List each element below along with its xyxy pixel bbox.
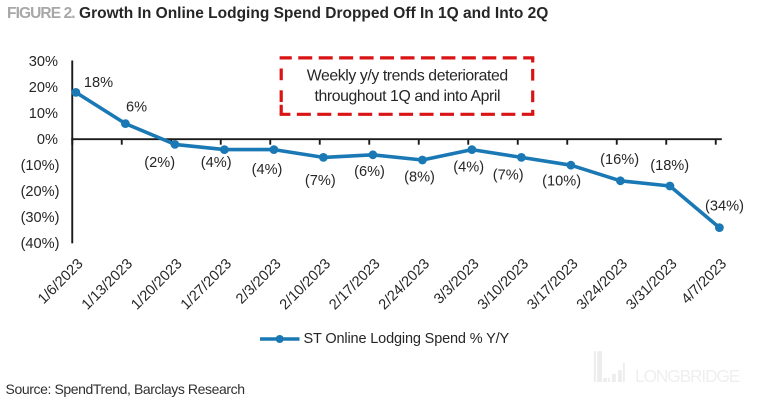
svg-text:(34%): (34%)	[705, 199, 744, 215]
svg-text:(10%): (10%)	[542, 174, 581, 190]
svg-text:Weekly y/y trends deteriorated: Weekly y/y trends deteriorated	[307, 68, 508, 85]
svg-text:0%: 0%	[37, 132, 58, 148]
svg-text:4/7/2023: 4/7/2023	[679, 256, 730, 307]
svg-text:1/20/2023: 1/20/2023	[128, 256, 185, 313]
svg-text:3/24/2023: 3/24/2023	[574, 256, 631, 313]
svg-text:(7%): (7%)	[305, 173, 336, 189]
svg-text:18%: 18%	[84, 75, 113, 91]
svg-text:(2%): (2%)	[144, 155, 175, 171]
svg-text:(4%): (4%)	[453, 160, 484, 176]
svg-text:Source: SpendTrend, Barclays R: Source: SpendTrend, Barclays Research	[6, 381, 245, 397]
svg-text:2/17/2023: 2/17/2023	[326, 256, 383, 313]
svg-text:3/10/2023: 3/10/2023	[475, 256, 532, 313]
svg-text:(20%): (20%)	[21, 184, 60, 200]
svg-text:30%: 30%	[29, 54, 58, 70]
svg-text:20%: 20%	[29, 80, 58, 96]
svg-text:6%: 6%	[126, 100, 147, 116]
svg-text:ST Online Lodging Spend % Y/Y: ST Online Lodging Spend % Y/Y	[304, 331, 510, 347]
svg-text:3/31/2023: 3/31/2023	[623, 256, 680, 313]
svg-text:(10%): (10%)	[21, 158, 60, 174]
svg-text:(4%): (4%)	[252, 162, 283, 178]
svg-text:LONGBRIDGE: LONGBRIDGE	[635, 366, 740, 386]
svg-text:3/17/2023: 3/17/2023	[524, 256, 581, 313]
svg-text:(30%): (30%)	[21, 210, 60, 226]
svg-text:throughout 1Q and into April: throughout 1Q and into April	[315, 88, 501, 105]
svg-text:(7%): (7%)	[493, 168, 524, 184]
svg-text:2/3/2023: 2/3/2023	[233, 256, 284, 307]
svg-text:1/13/2023: 1/13/2023	[79, 256, 136, 313]
svg-text:(40%): (40%)	[21, 236, 60, 252]
svg-text:2/24/2023: 2/24/2023	[376, 256, 433, 313]
svg-text:(4%): (4%)	[201, 155, 232, 171]
svg-text:2/10/2023: 2/10/2023	[277, 256, 334, 313]
svg-text:1/27/2023: 1/27/2023	[178, 256, 235, 313]
svg-text:(6%): (6%)	[354, 164, 385, 180]
svg-text:(8%): (8%)	[404, 170, 435, 186]
svg-text:(16%): (16%)	[600, 152, 639, 168]
svg-text:10%: 10%	[29, 106, 58, 122]
svg-text:(18%): (18%)	[650, 158, 689, 174]
svg-text:3/3/2023: 3/3/2023	[431, 256, 482, 307]
svg-text:1/6/2023: 1/6/2023	[35, 256, 86, 307]
